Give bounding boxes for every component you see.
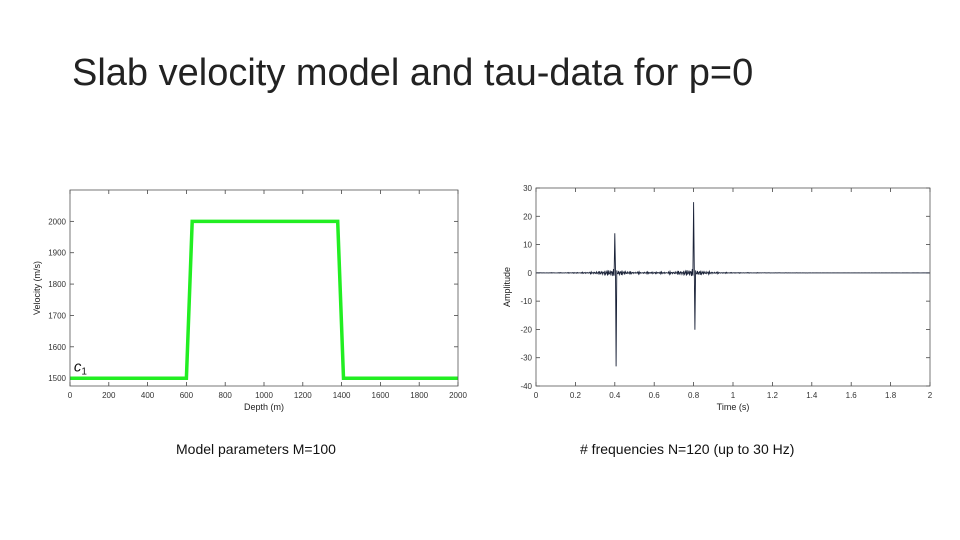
y-tick-label: 2000 [48, 217, 66, 226]
caption-model-parameters: Model parameters M=100 [176, 441, 336, 457]
y-tick-label: -10 [520, 297, 532, 306]
amplitude-time-chart: 0 0.2 0.4 0.6 0.8 1 1.2 1.4 1.6 1.8 2 -40 -30 -20 -10 0… [502, 184, 933, 412]
x-tick-label: 1.8 [885, 391, 897, 400]
annotation-c1-subscript: 1 [81, 366, 87, 377]
amplitude-series-line [535, 202, 930, 367]
plot-area [70, 190, 458, 386]
y-tick-label: 1500 [48, 374, 66, 383]
y-tick-label: -20 [520, 325, 532, 334]
y-tick-label: -40 [520, 382, 532, 391]
x-tick-label: 0 [534, 391, 539, 400]
y-tick-label: 1800 [48, 280, 66, 289]
y-axis-label: Amplitude [502, 267, 512, 307]
x-tick-label: 1 [731, 391, 736, 400]
x-tick-label: 1.4 [806, 391, 818, 400]
x-tick-label: 1800 [410, 391, 428, 400]
x-tick-label: 0.8 [688, 391, 700, 400]
plot-frame [535, 187, 931, 387]
x-tick-label: 200 [102, 391, 116, 400]
caption-frequencies: # frequencies N=120 (up to 30 Hz) [580, 441, 795, 457]
velocity-series-line [70, 219, 458, 380]
y-tick-label: 10 [523, 241, 532, 250]
x-tick-label: 1000 [255, 391, 273, 400]
x-axis-label: Time (s) [717, 402, 750, 412]
x-tick-label: 1600 [372, 391, 390, 400]
annotation-c1: c1 [74, 358, 88, 377]
y-tick-label: 0 [528, 269, 533, 278]
y-tick-label: 20 [523, 212, 532, 221]
y-tick-label: 1900 [48, 249, 66, 258]
y-tick-label: 30 [523, 184, 532, 193]
y-tick-label: -30 [520, 354, 532, 363]
x-tick-label: 0.4 [609, 391, 621, 400]
x-tick-label: 0.6 [649, 391, 661, 400]
plot-area [536, 188, 930, 386]
plot-frame [69, 189, 459, 387]
x-tick-label: 1400 [333, 391, 351, 400]
y-tick-label: 1600 [48, 343, 66, 352]
y-tick-label: 1700 [48, 311, 66, 320]
x-tick-label: 2 [928, 391, 933, 400]
x-tick-label: 1200 [294, 391, 312, 400]
x-tick-label: 1.6 [846, 391, 858, 400]
x-tick-label: 800 [219, 391, 233, 400]
x-tick-label: 400 [141, 391, 155, 400]
x-tick-label: 0 [68, 391, 73, 400]
x-axis-label: Depth (m) [244, 402, 284, 412]
x-tick-label: 0.2 [570, 391, 582, 400]
slide-title: Slab velocity model and tau-data for p=0 [72, 52, 754, 94]
x-tick-label: 2000 [449, 391, 467, 400]
x-tick-label: 1.2 [767, 391, 779, 400]
y-axis-label: Velocity (m/s) [32, 261, 42, 315]
velocity-depth-chart: 0 200 400 600 800 1000 1200 1400 1600 1800 2000 150… [32, 189, 467, 412]
annotation-c1-letter: c [74, 358, 82, 375]
x-tick-label: 600 [180, 391, 194, 400]
